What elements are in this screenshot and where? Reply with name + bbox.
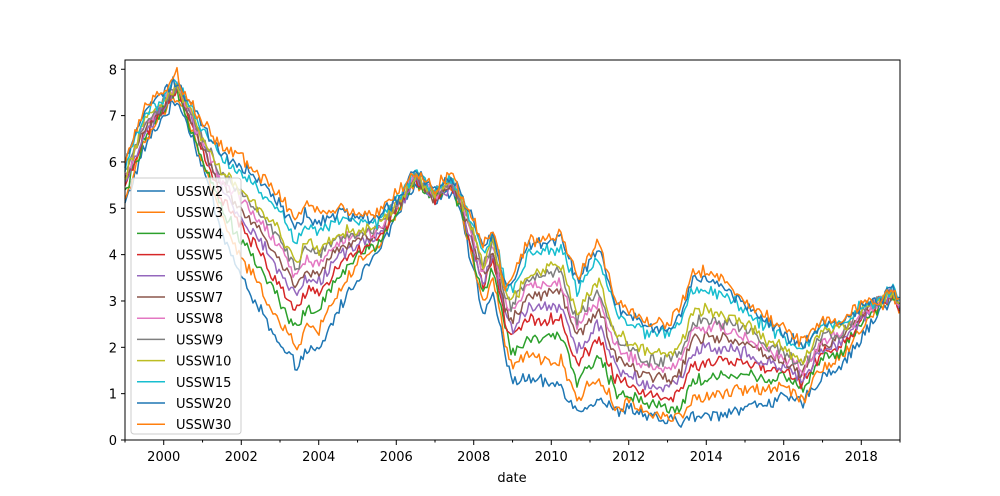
x-tick-label: 2010 [535,450,568,465]
legend-label: USSW3 [176,206,223,221]
x-tick-label: 2016 [767,450,800,465]
series-line-ussw7 [124,88,900,385]
legend-label: USSW7 [176,291,223,306]
series-line-ussw4 [124,87,900,414]
y-axis: 0 1 2 3 4 5 6 7 8 [109,63,125,449]
series-line-ussw2 [124,99,900,428]
y-tick-label: 2 [109,341,117,356]
series-line-ussw30 [124,66,900,348]
legend: USSW2 USSW3 USSW4 USSW5 USSW6 USSW7 USSW8 USSW9… [130,177,242,435]
x-tick-label: 2018 [845,450,878,465]
x-tick-label: 2008 [457,450,490,465]
y-tick-label: 1 [109,388,117,403]
x-axis-label: date [497,471,526,486]
series-line-ussw10 [124,83,900,365]
x-tick-label: 2006 [380,450,413,465]
y-tick-label: 7 [109,110,117,125]
y-tick-label: 5 [109,202,117,217]
y-tick-label: 0 [109,434,117,449]
legend-label: USSW6 [176,270,223,285]
series-line-ussw20 [124,76,900,349]
series-line-ussw5 [124,89,900,403]
x-tick-label: 2000 [147,450,180,465]
legend-box [130,177,242,435]
x-axis: 2000 2002 2004 2006 2008 2010 2012 2014 2016 2018 [124,440,901,465]
legend-label: USSW5 [176,249,223,264]
x-tick-label: 2014 [690,450,723,465]
series-line-ussw6 [124,87,900,393]
x-tick-label: 2012 [612,450,645,465]
legend-label: USSW4 [176,227,223,242]
legend-label: USSW15 [176,376,231,391]
x-tick-label: 2002 [225,450,258,465]
series-line-ussw9 [124,83,900,368]
x-tick-label: 2004 [302,450,335,465]
y-tick-label: 6 [109,156,117,171]
legend-label: USSW10 [176,355,231,370]
y-tick-label: 8 [109,63,117,78]
legend-label: USSW30 [176,418,231,433]
legend-label: USSW8 [176,312,223,327]
series-layer [124,66,900,428]
series-line-ussw3 [124,95,900,422]
legend-label: USSW20 [176,397,231,412]
legend-label: USSW2 [176,185,223,200]
legend-label: USSW9 [176,333,223,348]
y-tick-label: 3 [109,295,117,310]
y-tick-label: 4 [109,249,117,264]
